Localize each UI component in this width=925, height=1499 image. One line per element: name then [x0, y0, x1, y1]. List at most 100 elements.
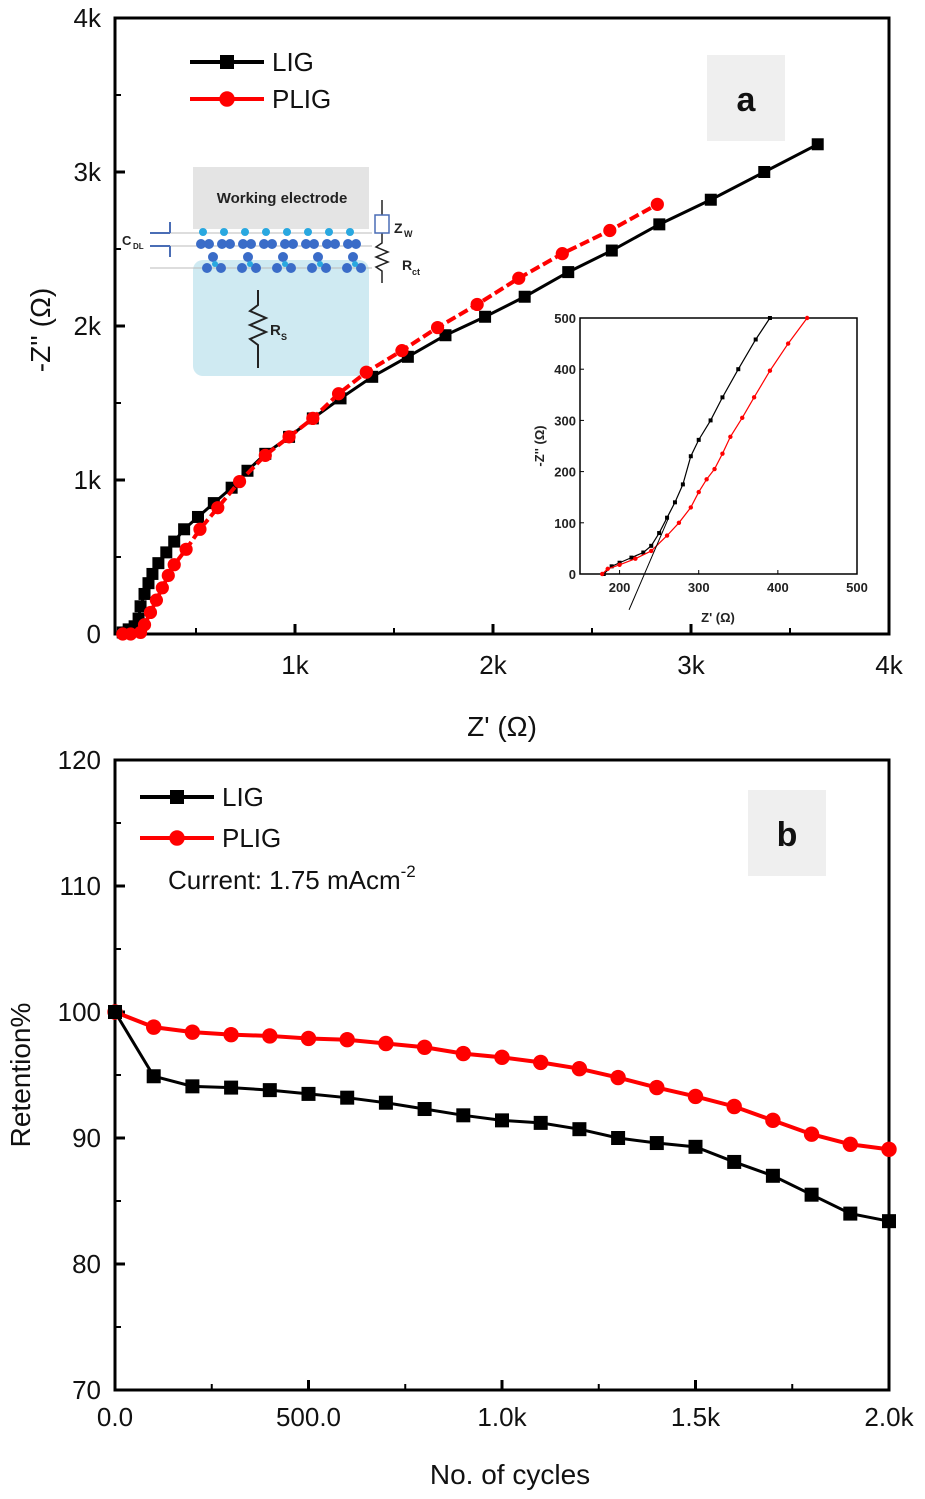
a-point-PLIG: [555, 247, 569, 261]
a-x-tick-label: 4k: [875, 650, 903, 680]
a-point-PLIG: [193, 522, 207, 536]
b-point-LIG: [417, 1102, 432, 1117]
zw-sub: W: [404, 229, 413, 239]
a-y-tick-label: 3k: [74, 157, 102, 187]
b-point-PLIG: [146, 1019, 162, 1035]
inset-point-PLIG: [633, 556, 638, 561]
inset-point-PLIG: [649, 548, 654, 554]
a-panel-label: a: [737, 81, 757, 119]
b-point-LIG: [378, 1095, 393, 1110]
a-point-PLIG: [161, 568, 175, 583]
a-point-LIG: [439, 329, 452, 342]
rct-sub: ct: [412, 267, 420, 277]
b-point-LIG: [882, 1214, 896, 1229]
a-point-PLIG: [149, 593, 163, 607]
a-point-PLIG: [232, 474, 247, 489]
inset-axes-frame: [579, 317, 858, 575]
b-point-PLIG: [881, 1141, 897, 1158]
a-point-LIG: [191, 510, 204, 523]
ion: [342, 263, 352, 273]
a-x-tick-label: 3k: [677, 650, 705, 680]
ion: [283, 228, 291, 236]
b-y-tick-label: 100: [58, 997, 101, 1027]
b-x-tick-label: 2.0k: [864, 1402, 914, 1432]
a-point-LIG: [758, 166, 771, 178]
b-panel-label: b: [777, 816, 798, 854]
b-point-PLIG: [803, 1126, 820, 1142]
inset-point-LIG: [672, 500, 677, 505]
ion: [216, 263, 226, 273]
a-point-LIG: [142, 577, 155, 590]
b-point-PLIG: [262, 1028, 278, 1044]
ion: [241, 228, 249, 236]
b-y-tick-label: 90: [72, 1123, 101, 1153]
b-point-LIG: [649, 1136, 664, 1151]
working-electrode-label: Working electrode: [217, 190, 348, 207]
a-point-LIG: [704, 193, 717, 206]
inset-point-LIG: [696, 437, 701, 442]
capacitor-icon: [150, 222, 171, 257]
a-point-LIG: [160, 546, 173, 559]
b-point-LIG: [533, 1115, 548, 1130]
ion: [272, 263, 282, 273]
b-legend-label-0: LIG: [222, 782, 264, 812]
ion: [225, 239, 235, 249]
ion: [352, 261, 358, 267]
ion: [217, 239, 227, 249]
inset-x-tick-label: 500: [846, 580, 868, 595]
a-point-LIG: [811, 138, 824, 151]
ion: [208, 252, 218, 262]
b-panel-box: [748, 790, 826, 876]
a-point-PLIG: [258, 448, 272, 462]
inset-y-tick-label: 100: [554, 516, 576, 531]
a-point-LIG: [134, 600, 147, 613]
inset-point-LIG: [736, 367, 741, 372]
inset-point-PLIG: [617, 562, 622, 567]
a-point-PLIG: [512, 271, 526, 285]
ion: [259, 239, 269, 249]
a-y-axis-label: -Z'' (Ω): [25, 288, 56, 372]
inset-tangent-line: [628, 517, 670, 611]
b-y-tick-label: 80: [72, 1249, 101, 1279]
a-series-PLIG: [116, 197, 664, 641]
inset-y-axis-label: -Z'' (Ω): [532, 425, 547, 466]
ion: [237, 263, 247, 273]
b-y-tick-label: 70: [72, 1375, 101, 1405]
a-point-LIG: [138, 587, 151, 600]
b-annotation-current: Current: 1.75 mAcm-2: [168, 862, 416, 895]
ion: [286, 263, 296, 273]
a-point-PLIG: [395, 344, 409, 358]
inset-point-LIG: [665, 515, 670, 520]
b-point-PLIG: [300, 1030, 317, 1047]
inset-point-LIG: [708, 418, 713, 423]
inset-x-tick-label: 300: [688, 580, 710, 595]
b-point-PLIG: [687, 1088, 704, 1105]
b-point-LIG: [843, 1206, 858, 1221]
ion: [251, 263, 261, 273]
b-point-PLIG: [726, 1098, 742, 1115]
ion: [304, 228, 312, 236]
ion: [262, 228, 270, 236]
b-x-tick-label: 1.0k: [477, 1402, 527, 1432]
inset-y-tick-label: 300: [554, 413, 576, 428]
inset-y-tick-label: 200: [554, 465, 576, 480]
a-point-LIG: [168, 535, 181, 548]
a-point-LIG: [146, 567, 159, 580]
a-point-LIG: [562, 266, 575, 279]
a-point-PLIG: [179, 542, 193, 556]
ion: [348, 252, 358, 262]
inset-point-PLIG: [704, 477, 709, 482]
inset-x-tick-label: 400: [767, 580, 789, 595]
ion: [322, 239, 332, 249]
b-point-PLIG: [649, 1079, 665, 1096]
ion: [246, 239, 256, 249]
b-y-tick-label: 110: [60, 871, 101, 901]
ion: [220, 228, 228, 236]
a-y-tick-label: 2k: [74, 311, 102, 341]
ion: [212, 261, 218, 267]
inset-point-PLIG: [728, 434, 733, 439]
b-point-PLIG: [533, 1054, 549, 1071]
inset-point-LIG: [609, 564, 614, 569]
